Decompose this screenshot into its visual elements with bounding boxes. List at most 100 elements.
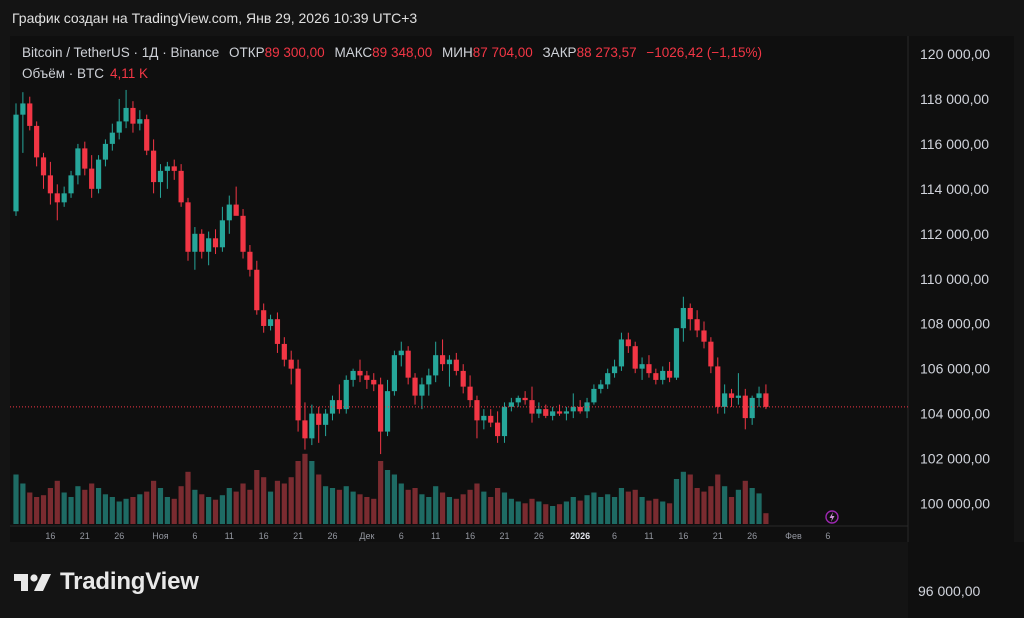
volume-bar	[316, 474, 322, 524]
candle-body	[694, 319, 700, 331]
volume-bar	[82, 489, 88, 524]
candle-body	[109, 132, 115, 144]
candle-down	[185, 197, 191, 261]
candle-body	[433, 355, 439, 376]
tradingview-logo-text: TradingView	[60, 568, 199, 595]
candle-body	[708, 341, 714, 367]
candle-up	[618, 332, 625, 371]
candle-body	[267, 319, 274, 326]
volume-bar	[563, 501, 569, 524]
candle-body	[247, 251, 253, 270]
open-label: ОТКР	[229, 45, 265, 60]
candle-down	[199, 229, 205, 259]
volume-bar	[584, 495, 590, 524]
candle-body	[123, 107, 129, 122]
price-tick-label: 116 000,00	[920, 136, 989, 152]
candle-down	[171, 159, 177, 180]
time-tick-label: 6	[192, 531, 197, 541]
candle-up	[309, 404, 315, 446]
volume-bar	[357, 494, 363, 524]
lightning-event-icon[interactable]	[825, 510, 839, 524]
volume-bar	[247, 489, 253, 524]
volume-bar	[302, 453, 308, 524]
candle-body	[653, 373, 659, 380]
volume-bar	[715, 474, 721, 524]
time-tick-label: 16	[465, 531, 475, 541]
candle-down	[82, 141, 88, 176]
candle-body	[667, 370, 673, 378]
volume-bar	[89, 483, 95, 524]
candle-down	[130, 101, 136, 133]
time-tick-label: 26	[747, 531, 757, 541]
candle-body	[82, 148, 88, 169]
volume-bar	[515, 501, 521, 524]
candle-body	[660, 370, 666, 380]
candle-down	[543, 404, 549, 419]
symbol-label[interactable]: Bitcoin / TetherUS · 1Д · Binance	[22, 45, 220, 60]
candle-up	[570, 393, 576, 419]
volume-bar	[763, 513, 769, 524]
volume-bar	[598, 497, 604, 524]
candle-body	[309, 413, 315, 439]
volume-bar	[474, 483, 480, 524]
candle-down	[288, 350, 294, 385]
volume-bar	[261, 477, 267, 524]
volume-bar	[749, 488, 755, 524]
candle-body	[639, 364, 645, 369]
tradingview-logo-icon	[14, 574, 51, 591]
chart-panel[interactable]: 120 000,00 118 000,00 116 000,00 114 000,00…	[10, 36, 1014, 542]
candle-up	[137, 110, 143, 131]
ohlc-legend: Bitcoin / TetherUS · 1Д · Binance ОТКР 89…	[22, 45, 762, 60]
candle-body	[701, 330, 707, 342]
candle-body	[467, 386, 473, 401]
candle-up	[584, 397, 590, 419]
price-tick-label: 106 000,00	[920, 361, 990, 377]
candle-up	[75, 143, 81, 185]
low-label: МИН	[442, 45, 473, 60]
candle-body	[144, 119, 150, 151]
change-value: −1026,42 (−1,15%)	[646, 45, 762, 60]
volume-bar	[384, 470, 391, 524]
volume-bar	[529, 498, 535, 524]
volume-bar	[536, 501, 542, 524]
candlestick-chart[interactable]: 120 000,00 118 000,00 116 000,00 114 000,00…	[10, 36, 1014, 542]
candle-body	[302, 420, 308, 439]
volume-label[interactable]: Объём · BTC	[22, 66, 105, 81]
volume-bar	[144, 491, 150, 524]
candle-body	[439, 355, 446, 365]
candle-body	[488, 415, 494, 423]
time-tick-label: 2026	[570, 531, 590, 541]
candle-body	[226, 204, 232, 221]
candle-up	[116, 98, 122, 140]
volume-bar	[632, 489, 638, 524]
candle-up	[508, 397, 514, 412]
volume-bar	[20, 483, 26, 524]
candle-up	[323, 409, 329, 437]
candle-up	[673, 328, 680, 380]
chart-caption: График создан на TradingView.com, Янв 29…	[12, 10, 418, 26]
time-tick-label: 6	[399, 531, 404, 541]
candle-body	[749, 397, 755, 419]
candle-body	[536, 409, 542, 414]
candle-body	[164, 166, 170, 171]
candle-up	[398, 341, 404, 367]
candle-up	[756, 386, 762, 407]
volume-bar	[254, 470, 260, 524]
candle-up	[563, 406, 569, 421]
candle-up	[384, 379, 391, 437]
tradingview-logo[interactable]: TradingView	[14, 568, 199, 596]
volume-bar	[171, 498, 177, 524]
candle-body	[47, 175, 53, 194]
volume-bar	[206, 497, 212, 524]
candle-body	[343, 379, 349, 410]
candle-body	[89, 168, 95, 189]
volume-bar	[611, 497, 618, 524]
candle-body	[102, 143, 109, 160]
candle-down	[34, 121, 40, 167]
candle-body	[20, 103, 26, 115]
candle-up	[164, 161, 170, 189]
high-value: 89 348,00	[372, 45, 433, 60]
candle-body	[185, 202, 191, 252]
price-tick-label: 120 000,00	[920, 46, 990, 62]
candle-down	[89, 155, 95, 198]
